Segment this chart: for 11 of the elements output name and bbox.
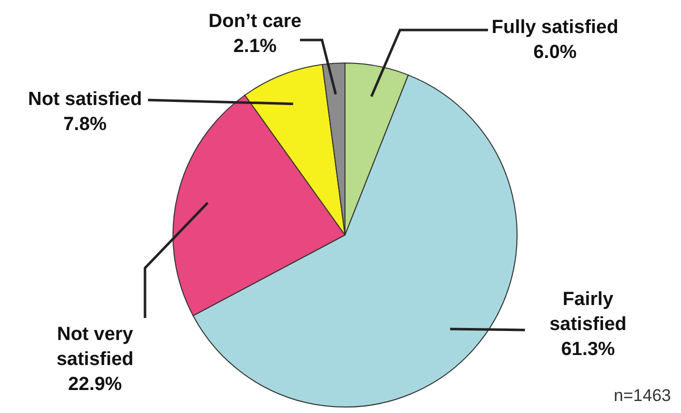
slice-label: Don’t care (208, 11, 302, 32)
slice-label: Fully satisfied (492, 17, 618, 38)
data-label: 7.8% (63, 114, 107, 135)
data-label: 61.3% (561, 339, 616, 360)
slice-label: Not satisfied (28, 89, 142, 110)
data-label: 6.0% (533, 42, 577, 63)
text: n=1463 (614, 386, 671, 405)
data-label: 22.9% (68, 374, 122, 395)
data-label: 2.1% (233, 36, 277, 57)
slice-label: Not very satisfied (56, 324, 134, 370)
slice-label: Fairly satisfied (549, 289, 627, 335)
